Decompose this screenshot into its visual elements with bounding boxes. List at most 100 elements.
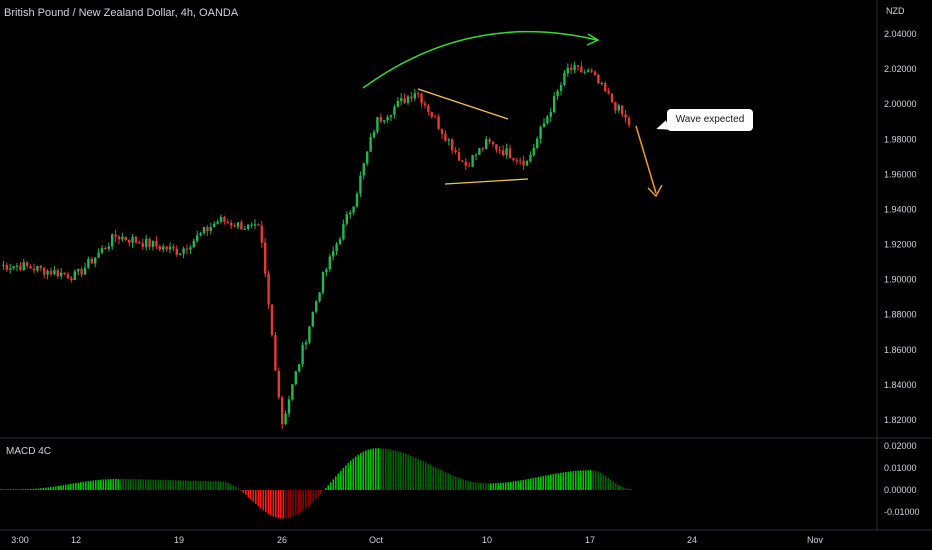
macd-bar: [542, 475, 545, 490]
macd-bar: [600, 472, 602, 490]
macd-bar: [195, 480, 197, 490]
macd-bar: [220, 481, 222, 490]
candle-body: [345, 214, 348, 224]
candle-body: [525, 161, 529, 166]
macd-bar: [452, 475, 455, 490]
macd-bar: [62, 485, 65, 490]
candle-body: [576, 65, 580, 67]
macd-bar: [350, 460, 352, 490]
macd-bar: [357, 454, 360, 490]
macd-bar: [347, 462, 350, 490]
candle-body: [26, 262, 29, 267]
candle-body: [287, 399, 291, 414]
price-tick-label: 1.92000: [884, 240, 917, 250]
candle-body: [542, 123, 546, 127]
macd-bar: [430, 465, 432, 490]
candle-body: [12, 266, 15, 269]
macd-histogram: [0, 448, 632, 519]
candle-body: [532, 147, 535, 156]
macd-bar: [190, 480, 192, 490]
candle-body: [607, 91, 610, 94]
candle-body: [359, 175, 362, 194]
candle-body: [529, 155, 532, 162]
macd-bar: [482, 483, 485, 490]
macd-bar: [212, 481, 215, 490]
macd-bar: [435, 467, 437, 490]
candle-body: [488, 139, 491, 142]
candle-body: [73, 271, 76, 280]
macd-bar: [375, 448, 377, 490]
candle-body: [158, 246, 161, 250]
macd-bar: [475, 482, 477, 490]
macd-bar: [55, 486, 57, 490]
macd-bar: [50, 487, 52, 490]
macd-bar: [20, 489, 22, 490]
macd-bar: [217, 481, 220, 490]
macd-bar: [282, 490, 285, 519]
macd-bar: [462, 479, 465, 490]
candle-body: [546, 116, 549, 124]
macd-bar: [487, 483, 490, 490]
candle-body: [451, 139, 454, 151]
macd-bar: [102, 479, 105, 490]
macd-bar: [22, 489, 25, 490]
triangle-lower-line: [444, 178, 529, 185]
price-tick-label: 2.00000: [884, 99, 917, 109]
candle-body: [355, 193, 359, 207]
macd-bar: [175, 480, 177, 490]
macd-bar: [147, 479, 150, 490]
time-tick-label: 24: [687, 535, 697, 545]
candle-body: [199, 232, 202, 236]
candle-body: [304, 342, 308, 345]
macd-bar: [385, 448, 387, 490]
macd-label: MACD 4C: [6, 446, 52, 457]
macd-bar: [207, 481, 210, 490]
macd-bar: [117, 479, 120, 490]
macd-bar: [290, 490, 292, 518]
price-tick-label: 1.84000: [884, 380, 917, 390]
macd-bar: [92, 480, 95, 490]
macd-bar: [515, 481, 517, 490]
candle-body: [580, 66, 583, 73]
macd-bar: [587, 470, 590, 490]
candle-body: [349, 212, 352, 215]
macd-bar: [115, 479, 117, 490]
candle-body: [107, 246, 110, 249]
candle-body: [270, 304, 274, 336]
candle-body: [70, 278, 73, 280]
candle-body: [413, 93, 416, 99]
macd-bar: [620, 486, 622, 490]
macd-bar: [292, 490, 295, 517]
macd-bar: [437, 468, 440, 490]
macd-bar: [405, 453, 407, 490]
macd-bar: [412, 456, 415, 490]
macd-bar: [525, 479, 527, 490]
candle-body: [15, 265, 19, 267]
macd-bar: [80, 482, 82, 490]
macd-bar: [260, 490, 262, 509]
macd-bar: [272, 490, 275, 517]
macd-bar: [165, 480, 167, 490]
candle-body: [182, 248, 185, 254]
macd-bar: [182, 480, 185, 490]
candle-body: [386, 116, 389, 121]
candle-body: [277, 370, 280, 398]
macd-bar: [82, 481, 85, 490]
candle-body: [9, 268, 12, 270]
macd-bar: [162, 479, 165, 490]
macd-bar: [252, 490, 255, 502]
macd-bar: [140, 479, 142, 490]
macd-bar: [137, 479, 140, 490]
candle-body: [36, 265, 39, 271]
macd-bar: [362, 451, 365, 490]
macd-bar: [107, 479, 110, 490]
macd-bar: [270, 490, 272, 516]
macd-bar: [590, 470, 592, 490]
annotation-bubble[interactable]: Wave expected: [667, 109, 753, 131]
candle-body: [556, 90, 559, 97]
candle-body: [240, 222, 243, 230]
macd-bar: [317, 490, 320, 497]
candle-body: [60, 272, 63, 277]
macd-bar: [210, 481, 212, 490]
